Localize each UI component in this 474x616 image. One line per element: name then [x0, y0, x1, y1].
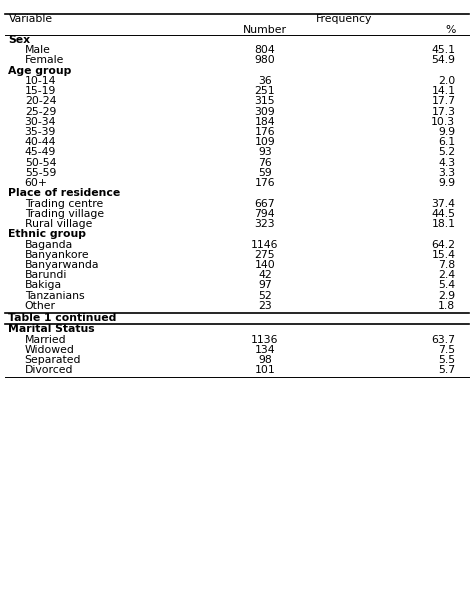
Text: 55-59: 55-59: [25, 168, 56, 178]
Text: 1136: 1136: [251, 334, 279, 345]
Text: 45.1: 45.1: [431, 45, 456, 55]
Text: 7.5: 7.5: [438, 345, 456, 355]
Text: 20-24: 20-24: [25, 96, 56, 107]
Text: 97: 97: [258, 280, 272, 291]
Text: %: %: [445, 25, 456, 34]
Text: 17.7: 17.7: [431, 96, 456, 107]
Text: Marital Status: Marital Status: [9, 325, 95, 334]
Text: 3.3: 3.3: [438, 168, 456, 178]
Text: 1.8: 1.8: [438, 301, 456, 311]
Text: 5.7: 5.7: [438, 365, 456, 375]
Text: 76: 76: [258, 158, 272, 168]
Text: 40-44: 40-44: [25, 137, 56, 147]
Text: 667: 667: [255, 198, 275, 209]
Text: 63.7: 63.7: [431, 334, 456, 345]
Text: 7.8: 7.8: [438, 260, 456, 270]
Text: Age group: Age group: [9, 65, 72, 76]
Text: 14.1: 14.1: [431, 86, 456, 96]
Text: 2.9: 2.9: [438, 291, 456, 301]
Text: Trading village: Trading village: [25, 209, 104, 219]
Text: 59: 59: [258, 168, 272, 178]
Text: 30-34: 30-34: [25, 117, 56, 127]
Text: 18.1: 18.1: [431, 219, 456, 229]
Text: Number: Number: [243, 25, 287, 34]
Text: 2.4: 2.4: [438, 270, 456, 280]
Text: Sex: Sex: [9, 35, 31, 45]
Text: 794: 794: [255, 209, 275, 219]
Text: 5.2: 5.2: [438, 147, 456, 158]
Text: 4.3: 4.3: [438, 158, 456, 168]
Text: Bakiga: Bakiga: [25, 280, 62, 291]
Text: 15-19: 15-19: [25, 86, 56, 96]
Text: Married: Married: [25, 334, 66, 345]
Text: Barundi: Barundi: [25, 270, 67, 280]
Text: 17.3: 17.3: [431, 107, 456, 116]
Text: 52: 52: [258, 291, 272, 301]
Text: 251: 251: [255, 86, 275, 96]
Text: Female: Female: [25, 55, 64, 65]
Text: 5.4: 5.4: [438, 280, 456, 291]
Text: 45-49: 45-49: [25, 147, 56, 158]
Text: 184: 184: [255, 117, 275, 127]
Text: 42: 42: [258, 270, 272, 280]
Text: Table 1 continued: Table 1 continued: [9, 313, 117, 323]
Text: 176: 176: [255, 127, 275, 137]
Text: Widowed: Widowed: [25, 345, 74, 355]
Text: Other: Other: [25, 301, 56, 311]
Text: Banyarwanda: Banyarwanda: [25, 260, 99, 270]
Text: 9.9: 9.9: [438, 127, 456, 137]
Text: 315: 315: [255, 96, 275, 107]
Text: Rural village: Rural village: [25, 219, 92, 229]
Text: 2.0: 2.0: [438, 76, 456, 86]
Text: Banyankore: Banyankore: [25, 249, 89, 260]
Text: 980: 980: [255, 55, 275, 65]
Text: 54.9: 54.9: [431, 55, 456, 65]
Text: 134: 134: [255, 345, 275, 355]
Text: 1146: 1146: [251, 240, 279, 249]
Text: 309: 309: [255, 107, 275, 116]
Text: Place of residence: Place of residence: [9, 188, 121, 198]
Text: Variable: Variable: [9, 14, 53, 25]
Text: 37.4: 37.4: [431, 198, 456, 209]
Text: 44.5: 44.5: [431, 209, 456, 219]
Text: 60+: 60+: [25, 178, 48, 188]
Text: Baganda: Baganda: [25, 240, 73, 249]
Text: Separated: Separated: [25, 355, 81, 365]
Text: 15.4: 15.4: [431, 249, 456, 260]
Text: 804: 804: [255, 45, 275, 55]
Text: 93: 93: [258, 147, 272, 158]
Text: 109: 109: [255, 137, 275, 147]
Text: 64.2: 64.2: [431, 240, 456, 249]
Text: Male: Male: [25, 45, 51, 55]
Text: Tanzanians: Tanzanians: [25, 291, 84, 301]
Text: 9.9: 9.9: [438, 178, 456, 188]
Text: 5.5: 5.5: [438, 355, 456, 365]
Text: Trading centre: Trading centre: [25, 198, 103, 209]
Text: 36: 36: [258, 76, 272, 86]
Text: Divorced: Divorced: [25, 365, 73, 375]
Text: 10-14: 10-14: [25, 76, 56, 86]
Text: 6.1: 6.1: [438, 137, 456, 147]
Text: 176: 176: [255, 178, 275, 188]
Text: 50-54: 50-54: [25, 158, 56, 168]
Text: 140: 140: [255, 260, 275, 270]
Text: 10.3: 10.3: [431, 117, 456, 127]
Text: Frequency: Frequency: [316, 14, 372, 25]
Text: 101: 101: [255, 365, 275, 375]
Text: 275: 275: [255, 249, 275, 260]
Text: 23: 23: [258, 301, 272, 311]
Text: 98: 98: [258, 355, 272, 365]
Text: 25-29: 25-29: [25, 107, 56, 116]
Text: 323: 323: [255, 219, 275, 229]
Text: Ethnic group: Ethnic group: [9, 229, 86, 240]
Text: 35-39: 35-39: [25, 127, 56, 137]
